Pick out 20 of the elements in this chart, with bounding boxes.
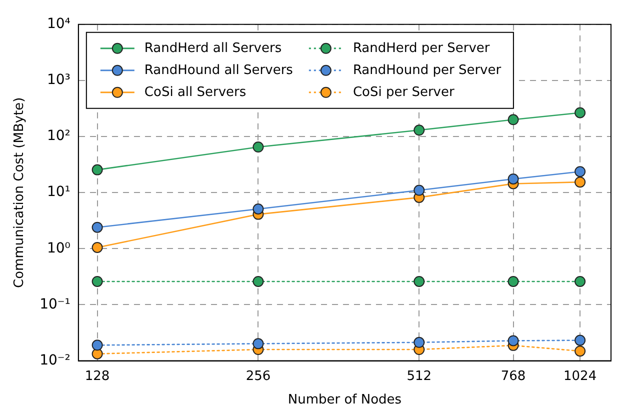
y-tick-label: 10⁴ (46, 16, 71, 32)
y-tick-label: 10³ (46, 72, 70, 88)
legend-label: RandHerd per Server (352, 40, 490, 56)
y-tick-label: 10² (46, 128, 70, 144)
y-axis-title: Communication Cost (MByte) (12, 97, 28, 288)
legend-label: CoSi all Servers (144, 84, 246, 100)
y-tick-label: 10¹ (46, 184, 70, 200)
x-tick-label: 128 (84, 368, 110, 384)
x-tick-label: 768 (500, 368, 526, 384)
x-tick-label: 1024 (564, 368, 597, 384)
y-tick-label: 10⁻² (40, 352, 70, 368)
x-axis-title: Number of Nodes (288, 392, 402, 408)
y-tick-label: 10⁰ (46, 240, 71, 256)
x-tick-label: 512 (406, 368, 432, 384)
legend-label: RandHound all Servers (144, 62, 294, 78)
y-tick-label: 10⁻¹ (40, 296, 70, 312)
legend-label: RandHound per Server (352, 62, 502, 78)
x-tick-label: 256 (246, 368, 271, 384)
legend-label: RandHerd all Servers (144, 40, 282, 56)
legend-label: CoSi per Server (352, 84, 455, 100)
